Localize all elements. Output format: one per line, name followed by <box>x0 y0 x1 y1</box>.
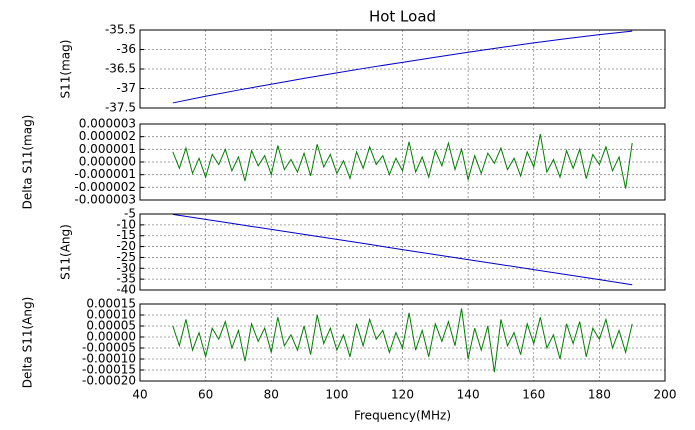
y-tick-label: -37.5 <box>105 101 136 115</box>
y-tick-label: 0.000001 <box>79 142 136 156</box>
axes-frame <box>139 213 666 291</box>
x-tick-label: 120 <box>391 388 414 402</box>
y-tick-label: -0.00005 <box>82 341 136 355</box>
x-tick-label: 180 <box>588 388 611 402</box>
y-tick-label: -25 <box>116 250 136 264</box>
y-tick-label: -36 <box>116 42 136 56</box>
y-axis-label: Delta S11(mag) <box>21 115 35 210</box>
x-axis-label: Frequency(MHz) <box>354 409 451 423</box>
data-line <box>172 308 633 373</box>
y-tick-label: -0.00015 <box>82 363 136 377</box>
y-tick-label: -37 <box>116 81 136 95</box>
y-tick-label: -0.00020 <box>82 374 136 388</box>
y-tick-label: -35 <box>116 272 136 286</box>
chart-title: Hot Load <box>369 8 436 26</box>
y-tick-label: -40 <box>116 283 136 297</box>
y-tick-label: 0.000003 <box>79 117 136 131</box>
y-tick-label: 0.000002 <box>79 129 136 143</box>
y-tick-label: -5 <box>124 207 136 221</box>
x-tick-label: 60 <box>198 388 213 402</box>
x-tick-label: 100 <box>325 388 348 402</box>
y-tick-label: -35.5 <box>105 23 136 37</box>
x-tick-label: 200 <box>654 388 677 402</box>
x-tick-label: 160 <box>522 388 545 402</box>
y-tick-label: -0.000003 <box>74 193 136 207</box>
x-tick-label: 40 <box>132 388 147 402</box>
x-tick-label: 140 <box>457 388 480 402</box>
y-tick-label: -30 <box>116 261 136 275</box>
data-line <box>172 30 633 104</box>
data-line <box>172 213 633 286</box>
y-tick-label: -0.00010 <box>82 352 136 366</box>
y-tick-label: 0.00005 <box>86 319 136 333</box>
axes-frame <box>139 123 666 201</box>
y-tick-label: 0.00010 <box>86 308 136 322</box>
axes-frame <box>139 303 666 382</box>
y-tick-label: -10 <box>116 217 136 231</box>
y-axis-label: S11(Ang) <box>59 224 73 280</box>
y-axis-label: Delta S11(Ang) <box>21 297 35 389</box>
y-tick-label: 0.00000 <box>86 330 136 344</box>
y-tick-label: -0.000001 <box>74 167 136 181</box>
y-tick-label: -15 <box>116 228 136 242</box>
y-tick-label: 0.000000 <box>79 155 136 169</box>
y-tick-label: -20 <box>116 239 136 253</box>
axes-frame <box>139 29 666 109</box>
y-tick-label: -0.000002 <box>74 180 136 194</box>
y-axis-label: S11(mag) <box>59 40 73 99</box>
y-tick-label: -36.5 <box>105 62 136 76</box>
data-line <box>172 134 633 189</box>
y-tick-label: 0.00015 <box>86 297 136 311</box>
x-tick-label: 80 <box>264 388 279 402</box>
